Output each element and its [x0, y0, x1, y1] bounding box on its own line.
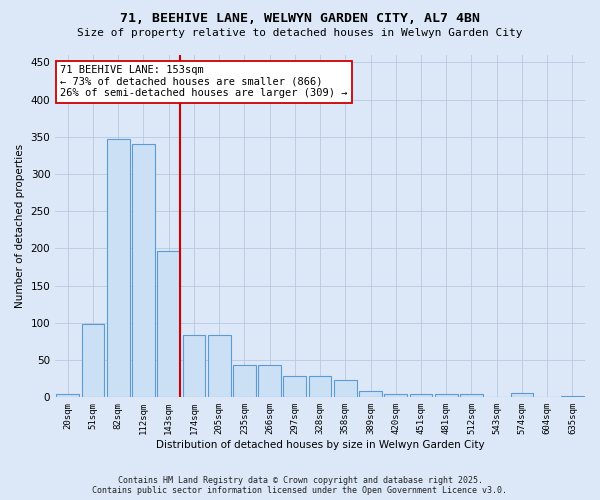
- Text: Contains HM Land Registry data © Crown copyright and database right 2025.
Contai: Contains HM Land Registry data © Crown c…: [92, 476, 508, 495]
- Bar: [385, 394, 407, 398]
- Bar: [561, 396, 584, 398]
- Bar: [334, 380, 356, 398]
- Text: Size of property relative to detached houses in Welwyn Garden City: Size of property relative to detached ho…: [77, 28, 523, 38]
- Bar: [258, 364, 281, 398]
- Bar: [309, 376, 331, 398]
- Y-axis label: Number of detached properties: Number of detached properties: [15, 144, 25, 308]
- Text: 71, BEEHIVE LANE, WELWYN GARDEN CITY, AL7 4BN: 71, BEEHIVE LANE, WELWYN GARDEN CITY, AL…: [120, 12, 480, 26]
- Bar: [233, 364, 256, 398]
- Bar: [132, 144, 155, 398]
- Bar: [359, 390, 382, 398]
- Bar: [56, 394, 79, 398]
- Text: 71 BEEHIVE LANE: 153sqm
← 73% of detached houses are smaller (866)
26% of semi-d: 71 BEEHIVE LANE: 153sqm ← 73% of detache…: [61, 66, 348, 98]
- Bar: [208, 335, 230, 398]
- Bar: [182, 335, 205, 398]
- Bar: [435, 394, 458, 398]
- Bar: [410, 394, 433, 398]
- Bar: [511, 393, 533, 398]
- Bar: [157, 250, 180, 398]
- Bar: [460, 394, 483, 398]
- Bar: [283, 376, 306, 398]
- Bar: [82, 324, 104, 398]
- X-axis label: Distribution of detached houses by size in Welwyn Garden City: Distribution of detached houses by size …: [156, 440, 484, 450]
- Bar: [107, 139, 130, 398]
- Bar: [536, 396, 559, 398]
